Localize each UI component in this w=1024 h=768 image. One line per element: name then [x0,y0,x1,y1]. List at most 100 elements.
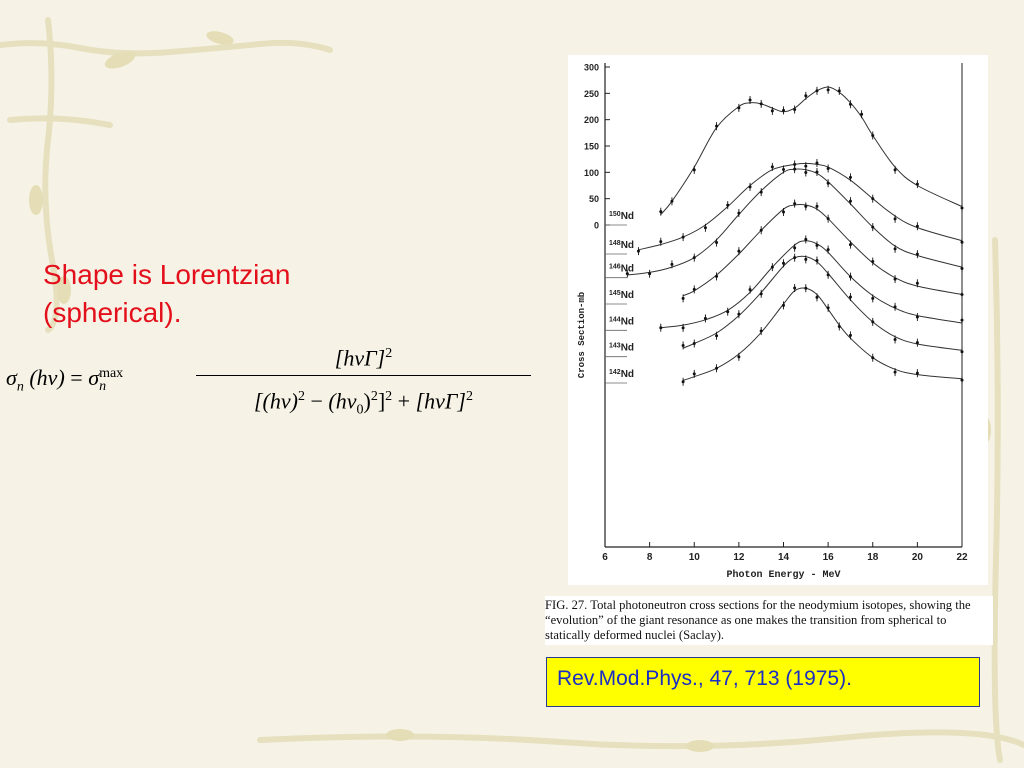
data-point [692,256,696,260]
data-point [703,316,707,320]
data-point [782,303,785,307]
den-term-a: [(hν) [254,388,298,414]
lhs-argument: (hν) [29,365,65,390]
data-point [726,310,730,314]
figure-caption: FIG. 27. Total photoneutron cross sectio… [545,596,993,645]
series-label-148Nd: 148Nd [609,240,634,251]
data-point [893,277,897,281]
y-tick-label: 250 [584,89,599,99]
series-label-element: Nd [621,316,634,327]
caption-label: FIG. 27. [545,598,588,612]
data-point [748,185,752,189]
data-point [960,378,964,382]
data-point [960,293,964,297]
data-point [759,102,763,106]
data-point [670,199,674,203]
data-point [793,256,797,260]
data-point [804,204,808,208]
data-point [826,217,830,221]
data-point [636,249,640,253]
data-point [737,106,741,110]
data-point [960,240,964,244]
data-point [815,204,819,208]
data-point [659,210,663,214]
data-point [715,274,719,278]
data-point [815,161,819,165]
x-tick-label: 20 [912,552,924,563]
data-point [804,257,808,261]
den-term-c: [hνΓ] [415,388,466,414]
data-point [692,287,696,291]
data-point [648,272,652,276]
data-point [804,286,808,290]
data-point [848,199,852,203]
fraction-bar [196,375,531,376]
den-term-b: (hν [328,388,357,414]
data-point [893,217,897,221]
data-point [793,286,797,290]
data-point [871,320,875,324]
data-point [815,170,819,174]
figure-panel: 0 50 100 150 200 250 300 6 8 10 12 14 16 18 20 22 Photon… [568,55,988,585]
data-point [715,366,719,370]
data-point [848,102,852,106]
data-point [871,356,875,360]
x-axis-label: Photon Energy - MeV [726,569,840,581]
data-point [960,318,964,322]
den-close: ] [377,388,386,414]
data-point [793,167,797,171]
y-tick-label: 50 [589,194,599,204]
series-label-150Nd: 150Nd [609,211,634,222]
series-label-element: Nd [621,369,634,380]
slide-heading: Shape is Lorentzian (spherical). [43,256,383,332]
formula-fraction: [hνΓ]2 [(hν)2 − (hν0)2]2 + [hνΓ]2 [196,335,531,418]
data-point [692,372,696,376]
data-point [915,182,919,186]
data-point [715,241,719,245]
data-point [915,315,919,319]
y-tick-label: 300 [584,63,599,73]
data-point [692,168,696,172]
data-point [681,380,685,384]
series-label-mass: 145 [609,290,621,297]
series-label-element: Nd [621,264,634,275]
den-minus: − [310,388,323,414]
data-point [748,288,752,292]
reference-text: Rev.Mod.Phys., 47, 713 (1975). [557,667,852,690]
x-tick-label: 22 [956,552,968,563]
den-term-a-exp: 2 [297,389,305,404]
data-point [737,249,741,253]
fraction-denominator: [(hν)2 − (hν0)2]2 + [hνΓ]2 [196,378,531,417]
series-label-142Nd: 142Nd [609,369,634,380]
lorentzian-formula: σn (hν) = σ max n [hνΓ]2 [(hν)2 − (hν0)2]2… [6,335,536,430]
data-point [715,334,719,338]
data-point [826,166,830,170]
series-label-mass: 150 [609,211,621,218]
data-point [915,252,919,256]
series-line-142Nd [682,287,963,381]
data-point [826,88,830,92]
data-point [815,295,819,299]
series-line-143Nd [682,255,963,351]
data-point [848,275,852,279]
series-label-146Nd: 146Nd [609,264,634,275]
den-close-exp: 2 [385,389,393,404]
data-point [770,109,774,113]
data-point [871,260,875,264]
data-point [715,124,719,128]
data-point [837,89,841,93]
data-point [826,306,830,310]
data-point [893,370,897,374]
data-point [826,248,830,252]
data-point [737,355,741,359]
y-tick-label: 100 [584,168,599,178]
equals-sign: = [70,365,83,390]
data-point [848,175,852,179]
rhs-superscript: max [99,365,124,381]
den-plus: + [397,388,411,414]
data-point [726,203,730,207]
series-label-element: Nd [621,343,634,354]
data-point [659,326,663,330]
y-axis-label: Cross Section-mb [577,292,587,378]
series-label-145Nd: 145Nd [609,290,634,301]
